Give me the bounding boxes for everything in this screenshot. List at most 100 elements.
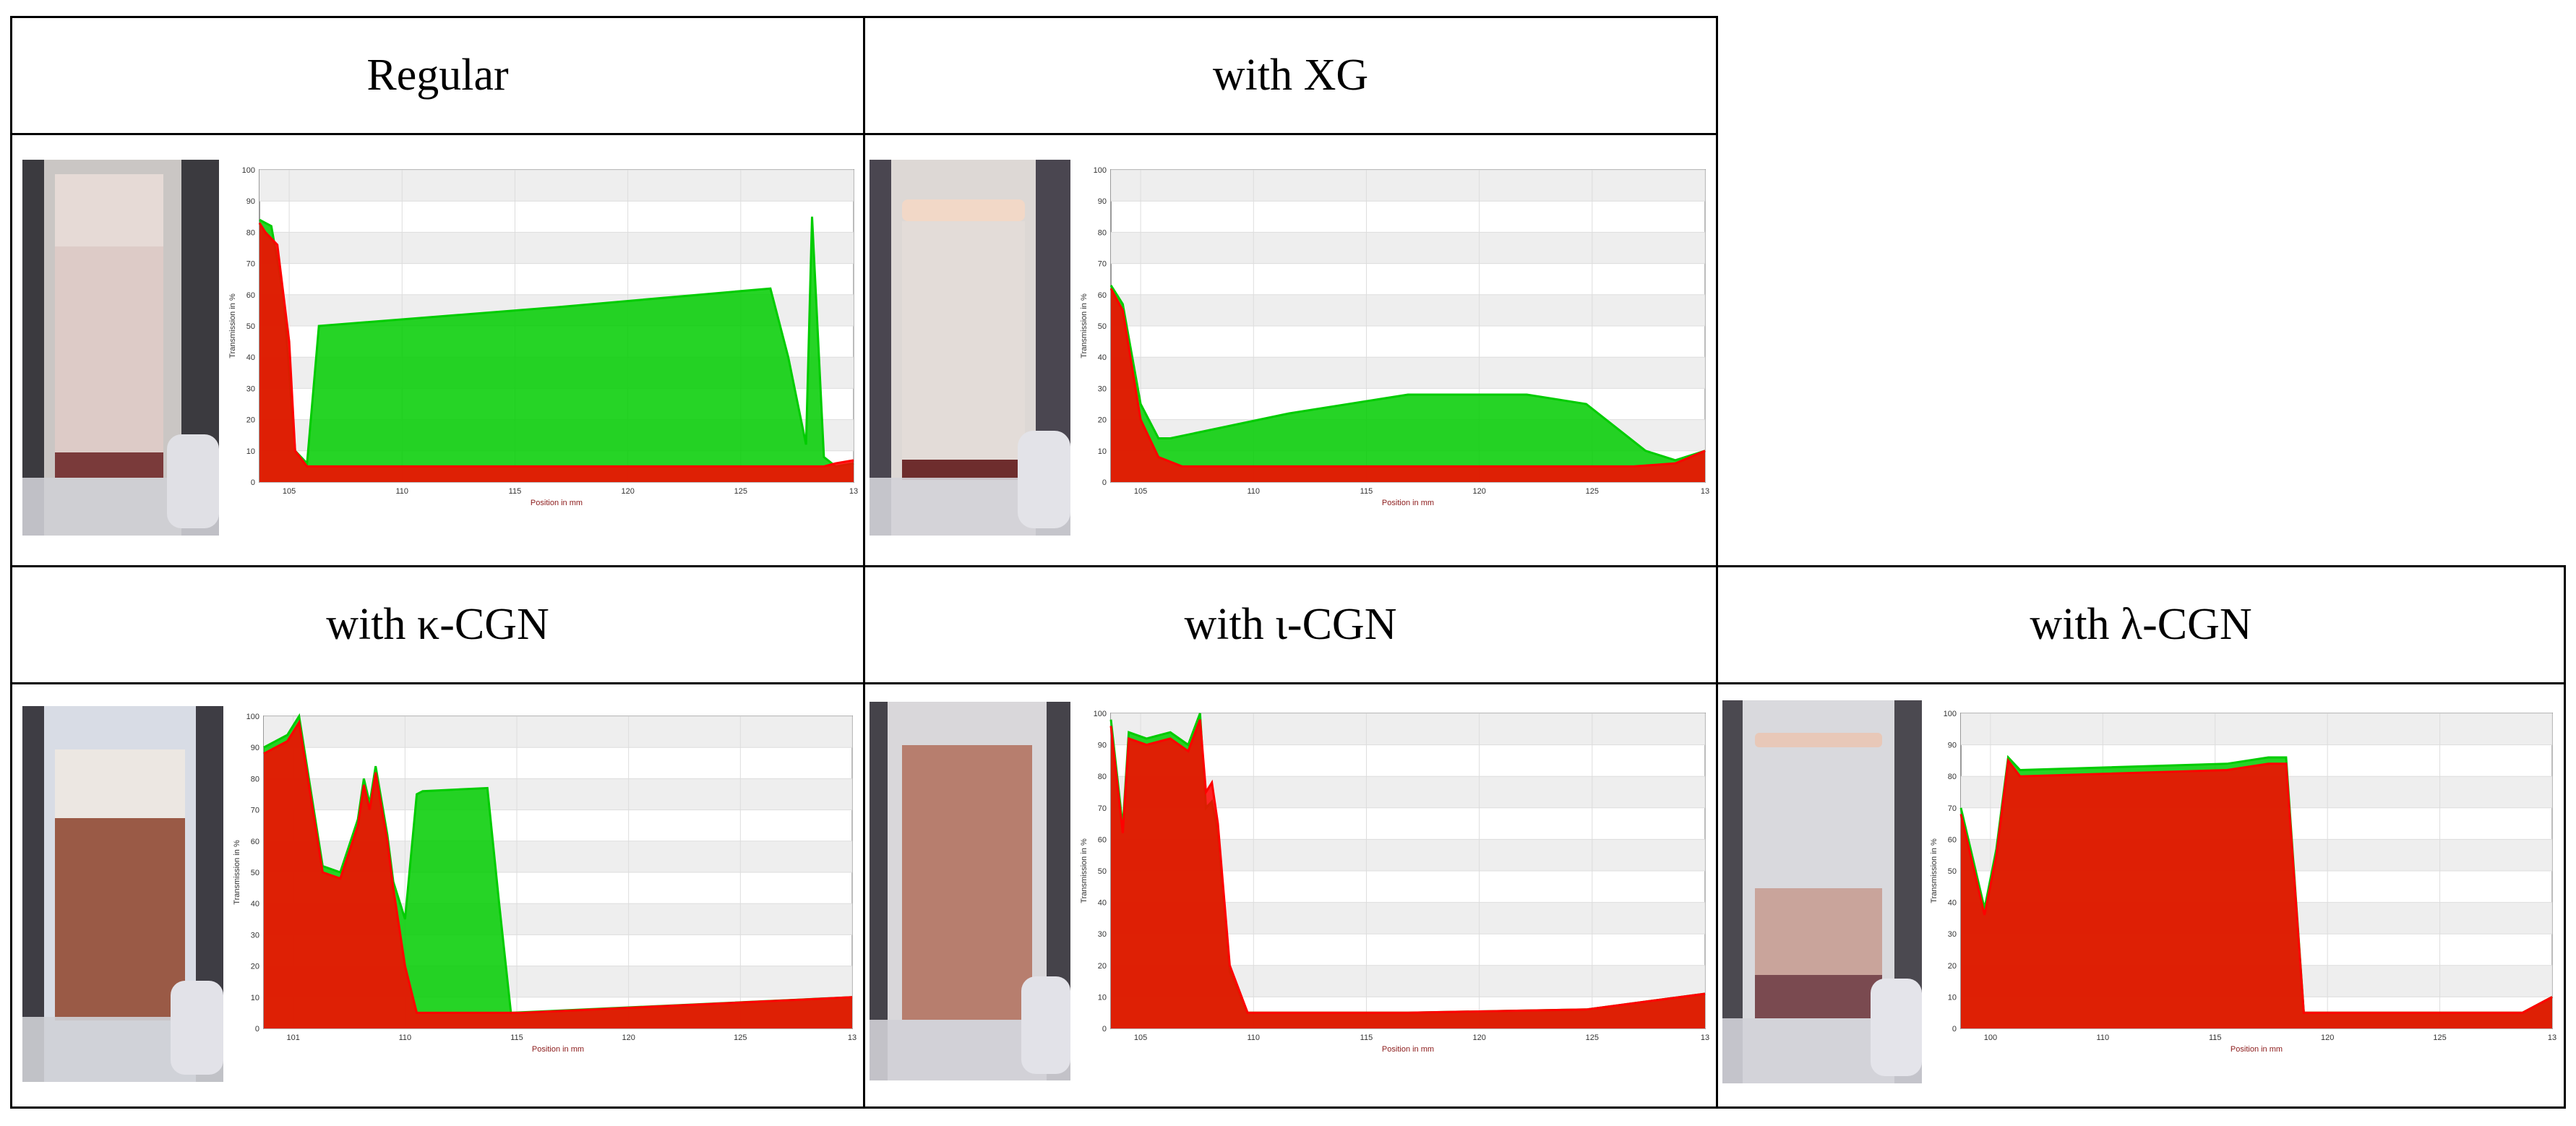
x-tick-label: 110	[1248, 487, 1261, 496]
x-tick-label: 125	[1586, 487, 1599, 496]
grid-band	[1111, 232, 1705, 264]
x-axis-label: Position in mm	[1382, 499, 1434, 507]
y-tick-label: 30	[1098, 930, 1107, 939]
panel-title: with λ-CGN	[1718, 567, 2564, 684]
x-tick-label: 110	[399, 1033, 412, 1042]
series-line	[1959, 757, 2553, 1014]
panel-lambda-cgn: with λ-CGN 0 10 20 30 40 50 60 70 80 90 100 100 110 1…	[1716, 565, 2566, 1109]
x-tick-label: 101	[287, 1033, 300, 1042]
vial-photo	[1722, 700, 1922, 1083]
series-line	[1109, 719, 1706, 1014]
x-tick-label: 125	[2433, 1033, 2446, 1042]
x-tick-label: 100	[1984, 1033, 1997, 1042]
transmission-plot: 0 10 20 30 40 50 60 70 80 90 100 100 110 115 120 125 13 P…	[1930, 710, 2556, 1054]
grid-band	[1111, 713, 1705, 745]
x-tick-label: 115	[1360, 1033, 1373, 1042]
grid-band	[264, 778, 852, 810]
x-tick-label: 125	[734, 487, 747, 496]
x-tick-label: 120	[622, 1033, 635, 1042]
grid-band	[259, 232, 854, 264]
grid-band	[1111, 170, 1705, 202]
panel-title: with ι-CGN	[865, 567, 1716, 684]
x-tick-label: 120	[1472, 1033, 1485, 1042]
y-axis-label: Transmission in %	[1080, 293, 1089, 358]
series-line	[258, 222, 854, 468]
series-line	[263, 719, 853, 1014]
y-tick-label: 80	[1098, 773, 1107, 781]
y-tick-label: 50	[246, 322, 255, 331]
y-tick-label: 100	[1944, 710, 1957, 718]
y-tick-label: 70	[1098, 260, 1107, 269]
panel-regular: Regular 0 10 20 30 40 50 60 70 80 90 100 105 110 115 1…	[10, 16, 865, 567]
transmission-plot: 0 10 20 30 40 50 60 70 80 90 100 105 110 115 120 125 13 P…	[228, 166, 858, 507]
vial-photo	[22, 160, 219, 536]
y-tick-label: 90	[246, 197, 255, 206]
series-fill	[1961, 760, 2552, 1028]
x-tick-label: 125	[1586, 1033, 1599, 1042]
x-tick-label: 105	[283, 487, 296, 496]
x-tick-label: 120	[2321, 1033, 2334, 1042]
x-tick-label: 115	[510, 1033, 523, 1042]
x-tick-label: 13	[849, 487, 858, 496]
x-tick-label: 13	[1701, 1033, 1709, 1042]
x-tick-label: 105	[1134, 487, 1147, 496]
y-tick-label: 60	[246, 291, 255, 300]
y-axis-label: Transmission in %	[1930, 838, 1939, 903]
y-tick-label: 40	[251, 900, 259, 908]
x-tick-label: 115	[1360, 487, 1373, 496]
x-axis-label: Position in mm	[1382, 1045, 1434, 1054]
y-tick-label: 70	[251, 807, 259, 815]
y-tick-label: 100	[1094, 166, 1107, 175]
x-tick-label: 13	[848, 1033, 856, 1042]
y-tick-label: 90	[1098, 742, 1107, 750]
panel-iota-cgn: with ι-CGN 0 10 20 30 40 50 60 70 80 90 100 105 110 1…	[863, 565, 1718, 1109]
transmission-plot: 0 10 20 30 40 50 60 70 80 90 100 105 110 115 120 125 13 P…	[1080, 710, 1709, 1054]
y-tick-label: 60	[251, 838, 259, 846]
y-tick-label: 0	[255, 1025, 259, 1033]
y-tick-label: 50	[1098, 867, 1107, 876]
series-fill	[1111, 719, 1705, 1028]
y-tick-label: 50	[1098, 322, 1107, 331]
panel-xg: with XG 0 10 20 30 40 50 60 70 80 90 100 105 110 115 1…	[863, 16, 1718, 567]
y-tick-label: 0	[1952, 1025, 1957, 1033]
y-tick-label: 50	[1948, 867, 1957, 876]
transmission-plot: 0 10 20 30 40 50 60 70 80 90 100 101 110 115 120 125 13 P…	[233, 713, 856, 1054]
y-tick-label: 80	[1098, 228, 1107, 237]
grid-band	[1111, 294, 1705, 326]
vial-photo	[22, 706, 223, 1082]
x-tick-label: 115	[2209, 1033, 2222, 1042]
x-axis-label: Position in mm	[2231, 1045, 2283, 1054]
x-axis-label: Position in mm	[532, 1045, 584, 1054]
y-tick-label: 60	[1098, 835, 1107, 844]
y-axis-label: Transmission in %	[233, 840, 241, 905]
y-tick-label: 30	[1948, 930, 1957, 939]
panel-title: Regular	[12, 18, 863, 135]
series-fill	[264, 722, 852, 1028]
x-tick-label: 105	[1134, 1033, 1147, 1042]
x-tick-label: 110	[2097, 1033, 2110, 1042]
x-tick-label: 110	[1248, 1033, 1261, 1042]
transmission-plot: 0 10 20 30 40 50 60 70 80 90 100 105 110 115 120 125 13 P…	[1080, 166, 1709, 507]
x-tick-label: 110	[396, 487, 409, 496]
y-tick-label: 30	[246, 384, 255, 393]
y-axis-label: Transmission in %	[1080, 838, 1089, 903]
y-tick-label: 40	[1948, 899, 1957, 908]
x-axis-label: Position in mm	[531, 499, 583, 507]
y-tick-label: 60	[1948, 835, 1957, 844]
y-tick-label: 20	[1948, 962, 1957, 971]
y-tick-label: 80	[251, 775, 259, 783]
y-tick-label: 10	[1098, 993, 1107, 1002]
y-tick-label: 30	[1098, 384, 1107, 393]
panel-kappa-cgn: with κ-CGN 0 10 20 30 40 50 60 70 80 90 100 101 110 1…	[10, 565, 865, 1109]
series-fill	[264, 716, 852, 1028]
y-tick-label: 10	[1098, 447, 1107, 456]
y-tick-label: 20	[246, 416, 255, 425]
x-tick-label: 120	[621, 487, 634, 496]
y-tick-label: 90	[1098, 197, 1107, 206]
grid-band	[1961, 713, 2552, 745]
y-tick-label: 0	[1102, 478, 1107, 487]
y-tick-label: 100	[242, 166, 255, 175]
x-tick-label: 13	[1701, 487, 1709, 496]
x-tick-label: 13	[2548, 1033, 2556, 1042]
x-tick-label: 125	[734, 1033, 747, 1042]
